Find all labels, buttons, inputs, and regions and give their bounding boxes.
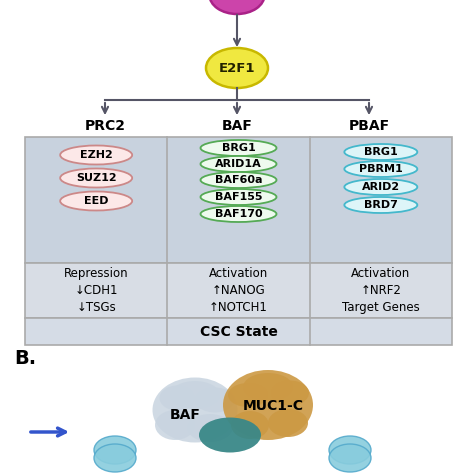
Text: Activation
↑NANOG
↑NOTCH1: Activation ↑NANOG ↑NOTCH1 [209, 267, 268, 314]
FancyBboxPatch shape [25, 263, 452, 318]
Text: BRD7: BRD7 [364, 200, 398, 210]
FancyBboxPatch shape [25, 318, 452, 345]
Text: CSC State: CSC State [200, 325, 277, 338]
Ellipse shape [344, 161, 417, 177]
Ellipse shape [210, 0, 264, 14]
Ellipse shape [228, 383, 268, 407]
Text: BRG1: BRG1 [364, 147, 398, 157]
Text: BAF60a: BAF60a [215, 175, 262, 185]
Ellipse shape [329, 444, 371, 472]
Text: BRG1: BRG1 [222, 143, 255, 153]
Text: ARID2: ARID2 [362, 182, 400, 192]
Ellipse shape [243, 373, 293, 401]
Text: BAF170: BAF170 [215, 209, 262, 219]
Ellipse shape [201, 140, 276, 156]
Ellipse shape [206, 48, 268, 88]
Text: SUZ12: SUZ12 [76, 173, 117, 183]
Ellipse shape [60, 146, 132, 164]
Text: ARID1A: ARID1A [215, 159, 262, 169]
Ellipse shape [231, 411, 269, 439]
Ellipse shape [329, 436, 371, 464]
Text: BAF: BAF [221, 119, 253, 133]
Ellipse shape [201, 189, 276, 205]
Ellipse shape [94, 436, 136, 464]
Text: Repression
↓CDH1
↓TSGs: Repression ↓CDH1 ↓TSGs [64, 267, 128, 314]
Ellipse shape [155, 410, 195, 440]
Text: MUC1-C: MUC1-C [243, 399, 303, 413]
Ellipse shape [199, 418, 261, 453]
Text: BAF: BAF [170, 408, 201, 422]
Ellipse shape [344, 144, 417, 160]
Text: E2F1: E2F1 [219, 62, 255, 74]
Ellipse shape [195, 388, 235, 412]
Text: PRC2: PRC2 [84, 119, 126, 133]
Ellipse shape [344, 197, 417, 213]
Ellipse shape [201, 172, 276, 188]
Text: EZH2: EZH2 [80, 150, 112, 160]
Text: EED: EED [84, 196, 109, 206]
Ellipse shape [60, 191, 132, 210]
Ellipse shape [201, 206, 276, 222]
Ellipse shape [201, 156, 276, 172]
Ellipse shape [268, 409, 308, 437]
Ellipse shape [271, 381, 309, 405]
Ellipse shape [153, 377, 237, 443]
FancyBboxPatch shape [25, 137, 452, 263]
Ellipse shape [60, 168, 132, 188]
Text: PBRM1: PBRM1 [359, 164, 403, 174]
Text: B.: B. [14, 348, 36, 367]
Ellipse shape [223, 370, 313, 440]
Text: BAF155: BAF155 [215, 192, 262, 202]
Ellipse shape [344, 179, 417, 195]
Text: PBAF: PBAF [348, 119, 390, 133]
Ellipse shape [159, 385, 194, 410]
Text: Activation
↑NRF2
Target Genes: Activation ↑NRF2 Target Genes [342, 267, 419, 314]
Ellipse shape [94, 444, 136, 472]
Ellipse shape [188, 414, 233, 442]
Ellipse shape [170, 381, 220, 409]
